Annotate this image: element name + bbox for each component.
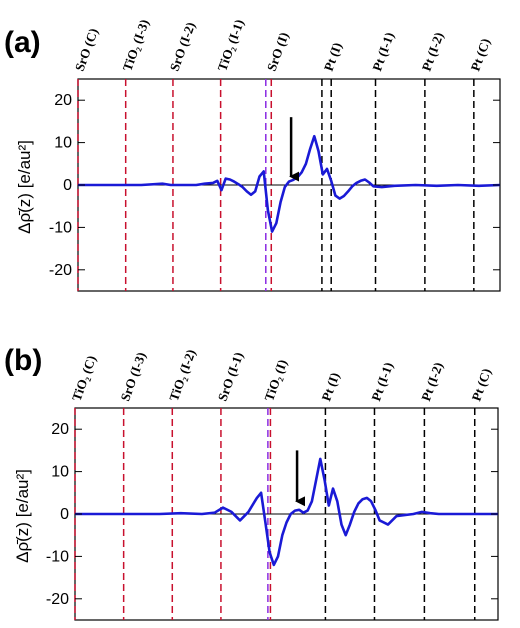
y-tick-label-a: -10 [49, 219, 72, 236]
layer-label-b-2: TiO₂ (I-2) [166, 347, 199, 403]
y-axis-label-a: Δρ̄(z) [e/au²] [15, 140, 34, 234]
layer-label-a-2: SrO (I-2) [167, 20, 199, 73]
layer-label-a-7: Pt (I-2) [419, 30, 447, 73]
panel-a: (a) SrO (C) TiO₂ (I-3) SrO (I-2) TiO₂ (I-1)… [4, 17, 501, 292]
layer-label-b-4: TiO₂ (I) [261, 357, 290, 403]
y-ticks-b: 20 10 0 -10 -20 [46, 421, 498, 608]
layer-label-b-0: TiO₂ (C) [69, 353, 99, 403]
y-tick-label-b: 0 [60, 506, 69, 523]
layer-label-a-8: Pt (C) [468, 36, 494, 73]
layer-label-a-6: Pt (I-1) [369, 30, 397, 73]
layer-label-a-3: TiO₂ (I-1) [214, 17, 247, 73]
series-line-b [75, 457, 498, 567]
layer-label-b-1: SrO (I-3) [117, 350, 149, 403]
y-tick-label-a: 20 [54, 92, 72, 109]
layer-label-b-3: SrO (I-1) [215, 350, 247, 403]
layer-label-b-8: Pt (C) [468, 366, 494, 403]
y-tick-label-a: 10 [54, 135, 72, 152]
layer-label-a-5: Pt (I) [321, 40, 345, 73]
series-line-a [78, 134, 501, 233]
y-axis-label-b: Δρ̄(z) [e/au²] [13, 469, 32, 563]
y-ticks-a: 20 10 0 -10 -20 [49, 92, 500, 279]
layer-label-b-6: Pt (I-1) [368, 360, 396, 403]
layer-label-b-7: Pt (I-2) [418, 360, 446, 403]
y-tick-label-a: 0 [63, 177, 72, 194]
y-tick-label-b: -10 [46, 548, 69, 565]
panel-label-a: (a) [4, 26, 41, 59]
y-tick-label-b: -20 [46, 591, 69, 608]
layer-label-b-5: Pt (I) [318, 370, 342, 403]
layer-label-a-4: SrO (I) [264, 30, 292, 73]
panel-b: (b) TiO₂ (C) SrO (I-3) TiO₂ (I-2) SrO (I-1)… [4, 344, 499, 621]
layer-label-a-0: SrO (C) [72, 26, 101, 73]
panel-label-b: (b) [4, 344, 42, 377]
layer-labels-a: SrO (C) TiO₂ (I-3) SrO (I-2) TiO₂ (I-1) SrO … [72, 17, 493, 73]
layer-labels-b: TiO₂ (C) SrO (I-3) TiO₂ (I-2) SrO (I-1) TiO₂… [69, 347, 494, 403]
layer-label-a-1: TiO₂ (I-3) [119, 17, 152, 73]
y-tick-label-b: 20 [51, 421, 69, 438]
y-tick-label-b: 10 [51, 464, 69, 481]
y-tick-label-a: -20 [49, 262, 72, 279]
